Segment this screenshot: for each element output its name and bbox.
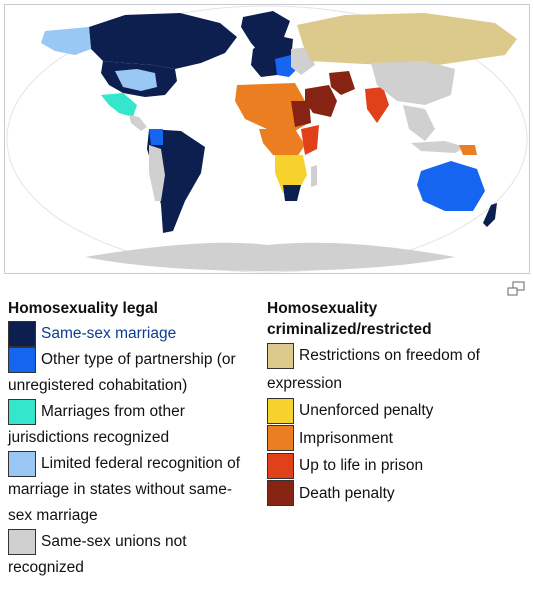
swatch-same-sex-marriage: [8, 321, 36, 347]
region-southern-africa: [275, 155, 307, 193]
legend-item-other-partnership: Other type of partnership (or unregister…: [8, 347, 253, 399]
region-south-america-gray: [149, 145, 165, 201]
region-mexico: [101, 93, 137, 117]
legend-item-restrictions-expression: Restrictions on freedom of expression: [267, 342, 529, 397]
swatch-imprisonment: [267, 425, 294, 452]
legend-legal-heading: Homosexuality legal: [8, 300, 158, 317]
world-map[interactable]: [4, 4, 530, 274]
region-north-africa: [235, 83, 309, 133]
legend-criminalized: Homosexuality criminalized/restricted Re…: [267, 298, 529, 507]
legend-item-same-sex-marriage: Same-sex marriage: [8, 321, 253, 347]
swatch-death-penalty: [267, 480, 294, 507]
legend-label-restrictions-expression: Restrictions on freedom of expression: [267, 347, 480, 392]
legend-label-same-sex-marriage[interactable]: Same-sex marriage: [41, 325, 177, 343]
legend-item-imprisonment: Imprisonment: [267, 425, 529, 453]
region-canada: [89, 13, 237, 69]
region-usa-limited: [115, 69, 157, 91]
legend-label-death-penalty: Death penalty: [299, 484, 395, 502]
region-iran: [329, 71, 355, 95]
region-central-america: [129, 115, 147, 131]
legend-label-unenforced-penalty: Unenforced penalty: [299, 402, 434, 419]
legend-item-marriages-other-jurisdictions: Marriages from other jurisdictions recog…: [8, 399, 253, 451]
region-se-asia: [403, 105, 435, 141]
legend-item-unenforced-penalty: Unenforced penalty: [267, 397, 529, 425]
region-alaska: [41, 27, 91, 55]
region-china: [371, 61, 455, 105]
world-map-svg: [6, 5, 528, 273]
region-central-africa: [259, 129, 305, 157]
region-sudan: [291, 101, 311, 127]
legend-item-not-recognized: Same-sex unions not recognized: [8, 529, 253, 581]
legend-item-life-in-prison: Up to life in prison: [267, 452, 529, 480]
swatch-life-in-prison: [267, 452, 294, 479]
region-colombia: [149, 129, 163, 145]
region-new-zealand: [483, 203, 497, 227]
legend-criminalized-heading: Homosexuality criminalized/restricted: [267, 300, 432, 338]
region-antarctica: [85, 242, 455, 271]
region-india: [365, 87, 389, 123]
legend-legal: Homosexuality legal Same-sex marriage Ot…: [8, 298, 253, 581]
swatch-marriages-other-jurisdictions: [8, 399, 36, 426]
region-australia: [417, 161, 485, 211]
swatch-limited-federal: [8, 451, 36, 478]
legend-item-death-penalty: Death penalty: [267, 480, 529, 508]
swatch-other-partnership: [8, 347, 36, 374]
region-south-africa: [283, 185, 301, 201]
legend-label-imprisonment: Imprisonment: [299, 429, 393, 447]
region-middle-east: [305, 85, 337, 117]
legend-label-not-recognized: Same-sex unions not recognized: [8, 533, 187, 577]
legend-label-marriages-other-jurisdictions: Marriages from other jurisdictions recog…: [8, 403, 185, 447]
region-papua: [459, 145, 477, 155]
region-russia: [297, 13, 517, 67]
region-indonesia: [411, 141, 465, 153]
region-east-africa: [301, 125, 319, 155]
swatch-not-recognized: [8, 529, 36, 556]
magnify-icon[interactable]: [506, 281, 526, 297]
legend-label-other-partnership: Other type of partnership (or unregister…: [8, 351, 236, 395]
legend-label-life-in-prison: Up to life in prison: [299, 457, 424, 474]
region-madagascar: [311, 165, 317, 187]
legend-item-limited-federal: Limited federal recognition of marriage …: [8, 451, 253, 529]
legend-label-limited-federal: Limited federal recognition of marriage …: [8, 455, 241, 525]
swatch-unenforced-penalty: [267, 397, 294, 424]
swatch-restrictions-expression: [267, 342, 294, 369]
